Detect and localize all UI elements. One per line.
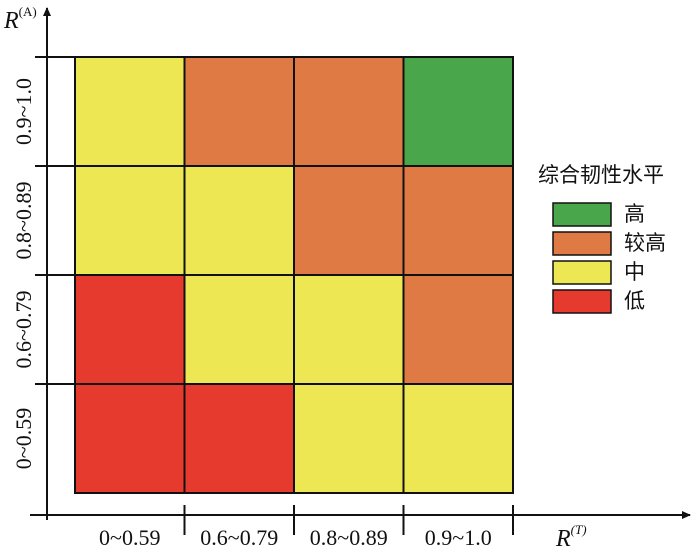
x-tick-label: 0~0.59: [99, 525, 160, 550]
cell: [183, 165, 295, 276]
cell: [74, 165, 186, 276]
cell: [183, 274, 295, 385]
cell: [74, 56, 186, 167]
legend-title: 综合韧性水平: [538, 163, 664, 187]
cell: [402, 274, 514, 385]
cell: [293, 383, 405, 494]
y-axis-label: R(A): [3, 4, 37, 34]
y-tick-label: 0.6~0.79: [11, 291, 36, 369]
legend-swatch: [552, 231, 612, 256]
y-tick-label: 0.8~0.89: [11, 182, 36, 260]
legend-label: 中: [624, 260, 645, 284]
legend-label: 低: [624, 289, 645, 313]
legend-swatch: [552, 289, 612, 314]
legend-swatch: [552, 202, 612, 227]
cell: [74, 274, 186, 385]
cell: [402, 56, 514, 167]
legend-label: 较高: [624, 231, 666, 255]
x-axis-label: R(T): [555, 522, 587, 552]
x-tick-label: 0.9~1.0: [425, 525, 492, 550]
cell: [293, 56, 405, 167]
cell: [402, 383, 514, 494]
cell: [183, 56, 295, 167]
legend-label: 高: [624, 202, 645, 226]
x-tick-label: 0.8~0.89: [310, 525, 388, 550]
x-tick-label: 0.6~0.79: [200, 525, 278, 550]
cell: [293, 165, 405, 276]
y-tick-label: 0~0.59: [11, 408, 36, 469]
y-tick-label: 0.9~1.0: [11, 78, 36, 145]
cell: [402, 165, 514, 276]
legend-swatch: [552, 260, 612, 285]
cell: [183, 383, 295, 494]
cell: [293, 274, 405, 385]
cell: [74, 383, 186, 494]
